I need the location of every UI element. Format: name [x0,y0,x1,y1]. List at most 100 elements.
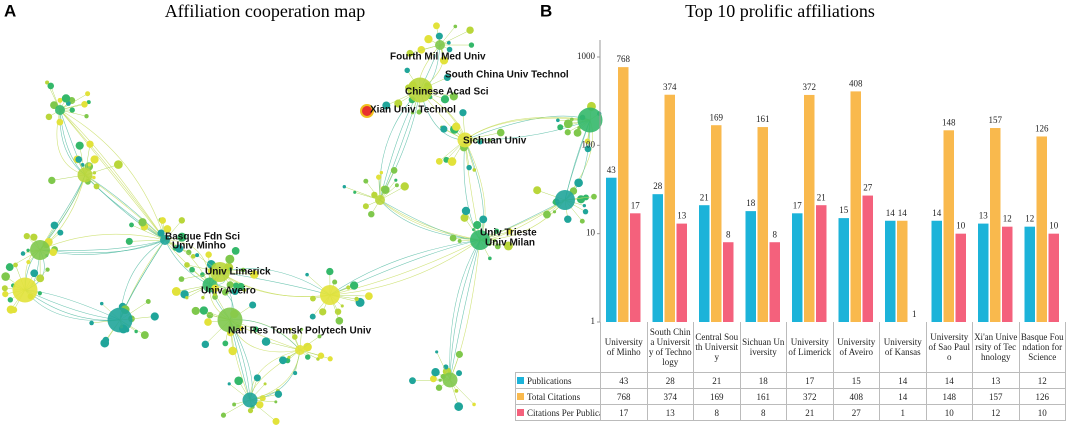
node [582,203,587,208]
value-label: 17 [631,200,641,210]
bar [699,205,710,322]
node [342,185,347,189]
node [400,182,409,191]
table-value: 21 [786,404,834,421]
node [409,377,416,385]
legend-label: Total Citations [527,391,581,402]
node [256,401,264,409]
hub [12,277,38,303]
node [335,317,344,325]
node [416,109,422,115]
node [468,42,475,48]
table-value: 14 [925,372,973,389]
node [45,113,53,121]
value-label: 12 [1025,214,1034,224]
table-value: 17 [786,372,834,389]
bar [1036,136,1047,322]
node [394,183,399,188]
category-label: University of Aveiro [832,322,880,373]
value-label: 10 [956,221,966,231]
category-label: South China University of Technology [646,322,694,373]
node [443,74,451,81]
table-value: 148 [925,388,973,405]
node [26,248,30,253]
legend-label: Publications [527,375,572,386]
value-label: 13 [979,211,989,221]
node-label: Univ Milan [485,238,535,249]
node [349,281,359,290]
node [57,97,63,103]
hub [210,262,230,282]
panel-label: A [4,1,16,20]
node [394,99,403,108]
node [332,279,338,285]
legend-cell: Total Citations [515,388,601,405]
table-value: 17 [600,404,648,421]
node [455,350,463,358]
node [417,45,426,54]
node [543,210,551,219]
node [5,263,14,271]
node [157,229,165,237]
node [225,254,235,264]
value-label: 12 [1003,214,1012,224]
value-label: 148 [942,117,956,127]
node [233,282,240,289]
node [231,247,240,255]
node [45,267,50,272]
bar [1002,226,1013,322]
table-value: 27 [832,404,880,421]
value-label: 15 [839,205,849,215]
node [159,217,167,224]
node [150,312,159,321]
node [125,237,133,245]
node [379,170,384,175]
value-label: 126 [1035,124,1049,134]
bar [618,67,629,322]
bar [804,94,815,323]
hub [555,190,575,210]
node [30,269,39,278]
node [13,262,18,268]
table-value: 12 [1018,372,1066,389]
node [429,375,437,383]
node [36,274,45,283]
bar [664,94,675,322]
node [90,155,99,164]
node [404,67,410,74]
node [49,248,57,257]
node [440,95,450,104]
node [200,272,205,277]
value-label: 21 [700,192,709,202]
value-label: 21 [817,192,826,202]
y-tick-label: 10 [586,228,596,238]
node [371,191,378,199]
node [496,128,505,137]
node [503,241,513,251]
bar [897,220,908,322]
node [140,331,149,339]
node [473,220,482,230]
node [452,122,461,131]
table-row: Publications 43 28 21 18 17 15 14 14 13 12 [515,372,1066,389]
value-label: 28 [653,181,663,191]
node [92,175,96,180]
bar [978,223,989,322]
node [211,284,219,293]
node-label: Xian Univ Technol [370,105,456,116]
node [87,163,92,167]
node [30,233,38,241]
table-value: 768 [600,388,648,405]
node [99,301,104,306]
node [129,222,134,228]
bar [943,130,954,322]
node [493,228,500,234]
table-value: 18 [739,372,787,389]
node [376,174,382,180]
node-label: Sichuan Univ [463,136,527,147]
node [57,229,64,236]
value-label: 14 [886,208,896,218]
node [454,402,464,411]
bar [885,220,896,322]
